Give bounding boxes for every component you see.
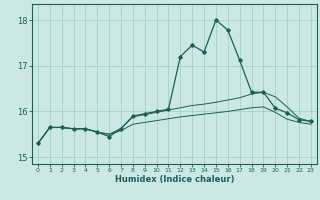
X-axis label: Humidex (Indice chaleur): Humidex (Indice chaleur) <box>115 175 234 184</box>
